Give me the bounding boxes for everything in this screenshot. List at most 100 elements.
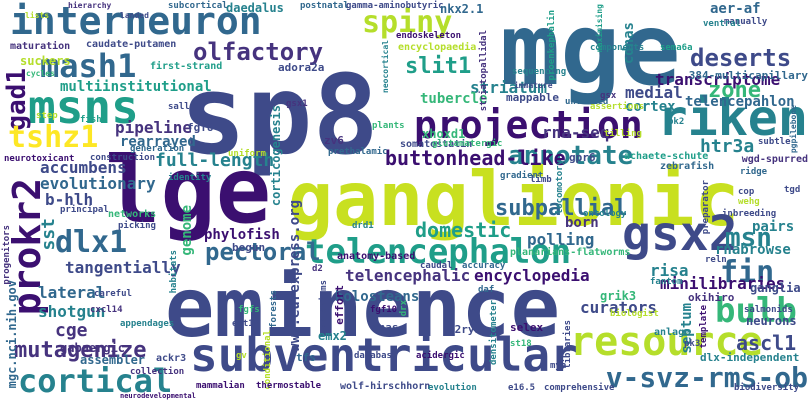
word-gv: gv — [236, 351, 247, 361]
word-zebrafish: zebrafish — [660, 161, 715, 172]
word-fish: fish — [80, 115, 102, 125]
word-subcortical: subcortical — [168, 1, 228, 11]
word-components: components — [590, 43, 645, 53]
word-telencephalic: telencephalic — [345, 266, 471, 285]
word-subventricular: subventricular — [190, 328, 578, 382]
word-fgf10: fgf10 — [370, 305, 398, 315]
word-comprehensive: comprehensive — [544, 383, 615, 393]
word-e16-5: e16.5 — [508, 383, 536, 393]
word-achaete-schute: achaete-schute — [624, 151, 709, 162]
word-projection: projection — [414, 103, 643, 147]
word-ridge: ridge — [740, 167, 768, 177]
word-genome: genome — [179, 205, 195, 256]
word-sema6a: sema6a — [660, 43, 693, 53]
word-salmonids: salmonids — [744, 305, 793, 315]
word-multiinstitutional: multiinstitutional — [60, 79, 212, 95]
word-bulb: bulb — [715, 291, 797, 331]
word-annotate: annotate — [508, 141, 634, 171]
word-buttonhead-like: buttonhead-like — [385, 146, 566, 170]
word-encyclopaedia: encyclopaedia — [398, 42, 477, 53]
word-postnatal: postnatal — [300, 1, 349, 11]
word-tilling: tilling — [604, 129, 642, 139]
word-curators: curators — [580, 298, 658, 317]
word-zone: zone — [708, 78, 761, 103]
word-deserts: deserts — [690, 44, 792, 72]
word-mash1: mash1 — [40, 47, 137, 85]
word-landed: landed — [120, 11, 149, 20]
word-endoskeleton: endoskeleton — [396, 31, 462, 41]
word-assertions: assertions — [590, 102, 645, 112]
word-networks: networks — [108, 209, 157, 220]
word-anatomy-based: anatomy-based — [337, 251, 416, 262]
word-rnabrowse: rnabrowse — [715, 242, 791, 258]
word-risa: risa — [650, 261, 689, 280]
word-preparator: preparator — [701, 180, 711, 235]
word-www-eurexpress-org: www.eurexpress.org — [287, 200, 303, 352]
word-msn: msn — [725, 223, 772, 253]
word-dlx1: dlx1 — [55, 225, 128, 260]
word-prethalamic: prethalamic — [328, 147, 388, 157]
word-construction: construction — [90, 153, 156, 163]
word-nkx2-1: nkx2.1 — [440, 2, 484, 16]
word-effort: effort — [333, 285, 346, 325]
word-assembler: assembler — [80, 353, 146, 367]
word-daf: daf — [478, 285, 495, 295]
word-fin: fin — [720, 255, 775, 290]
word-fgfs: fgfs — [238, 305, 260, 315]
word-telencephalon: telencephalon — [305, 232, 572, 272]
word-xhoxd1: xhoxd1 — [422, 127, 466, 141]
word-drx: drx — [399, 300, 409, 317]
word-384-multicapillary: 384-multicapillary — [688, 69, 808, 82]
word-pairs: pairs — [752, 219, 795, 235]
word-selex: selex — [510, 321, 544, 334]
word-planarians-flatworms: planarians-flatworms — [510, 247, 631, 258]
word-mya: mya — [550, 361, 567, 371]
word-gsx1: gsx1 — [286, 99, 308, 109]
word-sequencing: sequencing — [512, 67, 567, 77]
word-ganglia: ganglia — [750, 281, 801, 295]
word-spiny: spiny — [362, 5, 453, 40]
word-gsx: gsx — [600, 91, 617, 101]
word-subpallial: subpallial — [495, 196, 628, 221]
word-step: step — [36, 111, 58, 121]
word-subtle: subtle — [758, 137, 791, 147]
word-tangentially: tangentially — [65, 258, 181, 277]
word-biologist: biologist — [610, 309, 659, 319]
word-hierarchy: hierarchy — [68, 1, 112, 10]
word-anlage: anlage — [654, 327, 691, 338]
word-ackr3: ackr3 — [156, 353, 187, 364]
word-database: database — [354, 351, 398, 361]
word-sp8: sp8 — [180, 51, 379, 179]
word-htr3a: htr3a — [700, 136, 755, 157]
word-generation: generation — [130, 144, 185, 154]
word-first-strand: first-strand — [150, 61, 223, 72]
word-organisms: organisms — [319, 280, 329, 329]
word-evolutionary: evolutionary — [40, 174, 156, 193]
word-gpr6: gpr6 — [569, 151, 596, 164]
word-evolution: evolution — [428, 383, 477, 393]
word-rearrayed: rearrayed — [120, 134, 196, 150]
word-thermostable: thermostable — [256, 381, 322, 391]
word-mutagenize: mutagenize — [14, 338, 147, 363]
word-striatum: striatum — [470, 78, 548, 97]
word-minilibraries: minilibraries — [660, 274, 786, 293]
word-full-length: full-length — [155, 150, 275, 171]
word-manually: manually — [724, 17, 768, 27]
word-domestic: domestic — [415, 218, 512, 242]
word-tshz1: tshz1 — [8, 120, 99, 155]
word-eminence: eminence — [165, 261, 560, 356]
word-grik3: grik3 — [600, 289, 637, 303]
word-gradient: gradient — [500, 171, 544, 181]
word-principal: principal — [60, 205, 109, 215]
word-interneuron: interneuron — [10, 0, 262, 43]
word-b-hlh: b-hlh — [45, 190, 94, 209]
word-daedalus: daedalus — [226, 1, 284, 15]
word-cycles: cycles — [26, 69, 55, 78]
word-neurotoxicant: neurotoxicant — [4, 154, 75, 164]
word-fantom: fantom — [650, 277, 683, 287]
word-forests: forests — [269, 290, 279, 328]
word-proenkephalin: proenkephalin — [547, 10, 557, 81]
word-resource: resource — [570, 319, 763, 365]
word-rna-seq: rna-seq — [542, 123, 610, 142]
word-biodiversity: biodiversity — [734, 383, 800, 393]
